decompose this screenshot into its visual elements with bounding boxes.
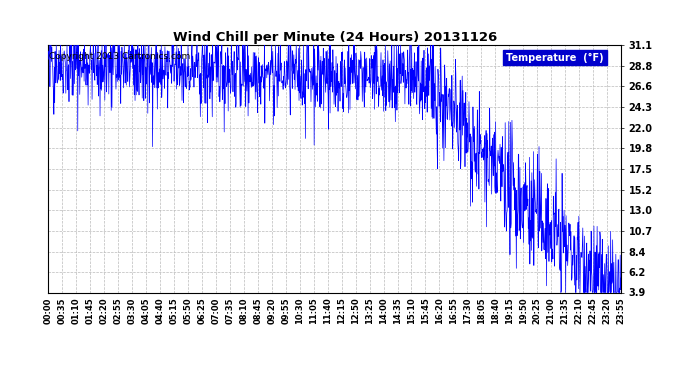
Text: Temperature  (°F): Temperature (°F) <box>506 53 604 63</box>
Text: Copyright 2013 Cartronics.com: Copyright 2013 Cartronics.com <box>49 53 190 62</box>
Title: Wind Chill per Minute (24 Hours) 20131126: Wind Chill per Minute (24 Hours) 2013112… <box>172 31 497 44</box>
